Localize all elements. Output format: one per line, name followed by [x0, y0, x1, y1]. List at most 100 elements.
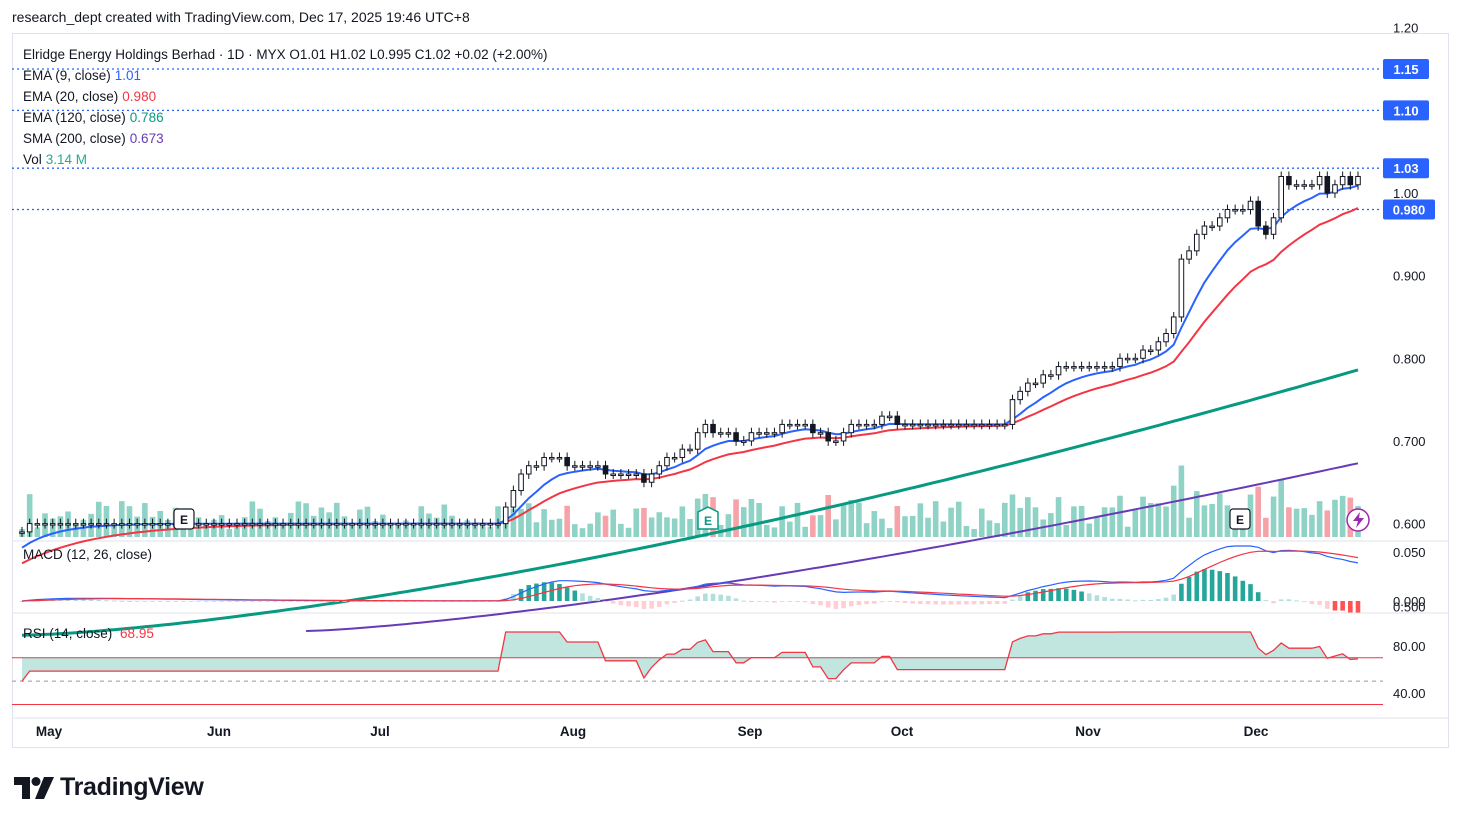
volume-bar	[955, 501, 962, 537]
candle-body	[725, 432, 732, 435]
volume-bar	[587, 523, 593, 537]
candle	[510, 485, 517, 513]
candle	[694, 427, 701, 455]
month-label-jun: Jun	[207, 724, 231, 739]
candle	[740, 435, 747, 446]
volume-bar	[1055, 497, 1062, 537]
volume-bar	[410, 525, 417, 537]
macd-histogram-bar	[219, 601, 224, 602]
macd-histogram-bar	[81, 599, 86, 601]
macd-histogram-bar	[526, 585, 532, 601]
volume-bar	[1224, 505, 1231, 537]
volume-bar	[1263, 517, 1269, 537]
candle-body	[610, 473, 617, 477]
candle	[1117, 353, 1123, 372]
candle-body	[1309, 184, 1315, 187]
ema120-line	[21, 368, 1359, 637]
volume-bar	[525, 503, 532, 537]
macd-histogram-bar	[733, 598, 739, 601]
volume-bar	[1109, 507, 1116, 537]
volume-bar	[1163, 506, 1169, 537]
volume-bar	[1017, 507, 1023, 537]
candle	[95, 518, 102, 529]
volume-bar	[1155, 503, 1162, 537]
volume-bar	[1170, 485, 1177, 537]
candle-body	[1347, 175, 1354, 186]
macd-histogram-bar	[979, 601, 985, 605]
macd-histogram-bar	[196, 601, 201, 602]
candle	[710, 419, 716, 438]
candle-body	[456, 523, 463, 526]
month-label-dec: Dec	[1244, 724, 1269, 739]
macd-histogram-bar	[334, 601, 340, 602]
macd-histogram-bar	[841, 601, 846, 609]
candle	[303, 518, 309, 529]
candle	[287, 518, 294, 529]
macd-histogram-bar	[227, 601, 232, 602]
candle-body	[57, 523, 64, 526]
macd-label: MACD (12, 26, close)	[23, 547, 153, 562]
candle	[318, 518, 325, 529]
candle	[418, 518, 425, 529]
macd-histogram-bar	[1010, 599, 1015, 601]
earnings-marker-text: E	[704, 514, 712, 528]
candle-body	[95, 523, 102, 526]
macd-histogram-bar	[1225, 572, 1230, 601]
volume-bar	[1255, 486, 1261, 537]
candle-body	[1117, 357, 1123, 368]
candle	[449, 518, 455, 529]
legend-ema120: EMA (120, close) 0.786	[23, 107, 548, 128]
candle-body	[1078, 366, 1085, 369]
month-label-sep: Sep	[738, 724, 763, 739]
macd-histogram-bar	[595, 598, 601, 601]
macd-histogram-bar	[1071, 589, 1077, 601]
price-tag-0	[1383, 59, 1429, 80]
tradingview-logo: TradingView	[14, 773, 204, 802]
candle-body	[1155, 341, 1162, 351]
candle	[34, 518, 41, 529]
candle-body	[1301, 184, 1308, 187]
candle	[387, 518, 394, 529]
candle	[1263, 221, 1269, 240]
macd-histogram-bar	[549, 582, 555, 601]
candle-body	[871, 423, 878, 427]
candle-body	[1032, 382, 1039, 386]
candle-body	[1140, 349, 1146, 359]
candle	[249, 518, 256, 529]
candle-body	[541, 456, 547, 467]
candle-body	[1017, 390, 1023, 401]
candle-body	[602, 465, 609, 475]
macd-histogram-bar	[749, 600, 754, 602]
candle-body	[1025, 382, 1031, 392]
candle	[456, 518, 463, 529]
candle	[541, 452, 547, 471]
month-label-jul: Jul	[370, 724, 390, 739]
candle-body	[533, 465, 540, 468]
volume-bar	[1147, 502, 1154, 537]
candle	[42, 518, 48, 529]
candle	[955, 419, 962, 430]
macd-histogram-bar	[1056, 588, 1061, 601]
candle	[403, 518, 409, 529]
candle	[917, 419, 924, 430]
candle	[572, 460, 578, 471]
candle	[1032, 378, 1039, 389]
macd-histogram-bar	[902, 601, 908, 604]
candle	[103, 518, 110, 529]
macd-histogram-bar	[426, 601, 432, 602]
candle	[518, 469, 524, 496]
candle-body	[1063, 366, 1070, 369]
candle-body	[1209, 225, 1215, 229]
candle	[618, 469, 624, 479]
macd-histogram-bar	[971, 601, 977, 605]
candle	[687, 444, 693, 455]
candle	[234, 518, 240, 529]
macd-histogram-bar	[411, 601, 416, 602]
candle	[88, 518, 94, 529]
volume-bar	[863, 523, 870, 537]
volume-bar	[871, 511, 878, 537]
candle-body	[978, 423, 985, 427]
macd-histogram-bar	[134, 601, 140, 602]
